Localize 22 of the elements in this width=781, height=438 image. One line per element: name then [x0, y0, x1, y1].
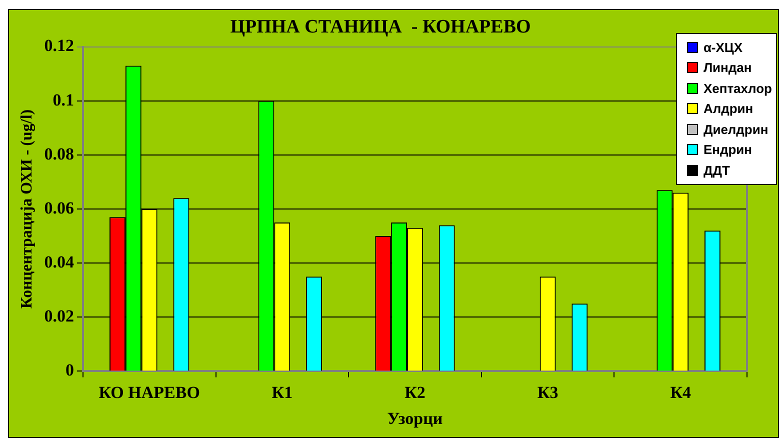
x-tick-label: К4 — [670, 382, 692, 402]
y-tick-label: 0.02 — [44, 306, 74, 326]
legend-label: Диелдрин — [703, 122, 768, 137]
legend-label: ДДТ — [703, 162, 730, 178]
legend-label: α-ХЦХ — [703, 40, 743, 55]
legend-label: Ендрин — [703, 142, 752, 158]
x-tick-label: К3 — [537, 382, 558, 402]
legend-label: Линдан — [703, 60, 752, 76]
x-tick-label: К1 — [272, 382, 293, 402]
x-tick-label: КО НАРЕВО — [98, 382, 200, 402]
legend-label: Алдрин — [703, 101, 754, 116]
x-axis-title: Узорци — [387, 409, 443, 428]
legend-label: Хептахлор — [703, 80, 772, 96]
y-tick-label: 0.08 — [44, 144, 74, 164]
y-tick-label: 0.12 — [44, 36, 74, 56]
chart-title: ЦРПНА СТАНИЦА - КОНАРЕВО — [230, 16, 531, 38]
y-axis-title: Концентрација ОХИ - (ug/l) — [18, 109, 36, 309]
y-tick-label: 0 — [65, 360, 74, 380]
y-tick-label: 0.1 — [52, 90, 74, 110]
y-tick-label: 0.04 — [44, 252, 74, 272]
x-tick-label: К2 — [404, 382, 426, 402]
y-tick-label: 0.06 — [44, 198, 74, 218]
